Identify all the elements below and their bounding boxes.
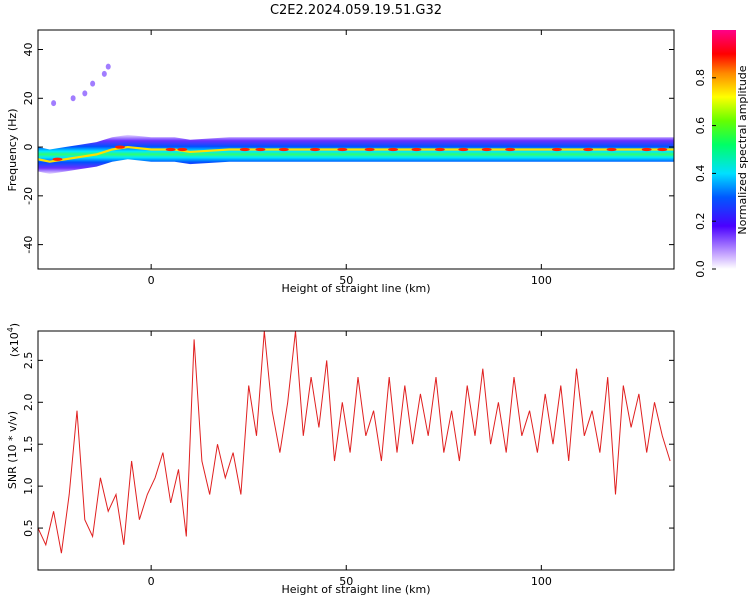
snr-x-axis-label: Height of straight line (km) [281,583,430,596]
ridge-hotspot [505,147,516,152]
ridge-hotspot [583,147,594,152]
ridge-hotspot [481,147,492,152]
ridge-hotspot [239,147,250,152]
colorbar-ticks: 0.0 0.2 0.4 0.6 0.8 [694,69,716,278]
heatmap-x-ticks: 0 50 100 [148,30,552,287]
snr-x-tick-label: 0 [148,575,155,588]
heatmap-x-tick-label: 0 [148,274,155,287]
colorbar: 0.0 0.2 0.4 0.6 0.8 Normalized spectral ampl… [694,30,749,278]
heatmap-panel: 0 50 100 -40 -20 0 20 40 Height of straight li… [6,29,675,295]
colorbar-gradient [712,30,736,269]
colorbar-tick-label: 0.4 [694,165,707,183]
faint-point [105,63,111,70]
heatmap-x-axis-label: Height of straight line (km) [281,282,430,295]
ridge-hotspot [114,145,125,149]
faint-point [51,100,57,107]
colorbar-tick-label: 0.2 [694,212,707,230]
snr-multiplier: (x104) [6,323,21,357]
heatmap-plot-area [37,63,674,174]
snr-y-tick-label: 2.5 [22,352,35,370]
ridge-hotspot [177,147,188,152]
heatmap-x-tick-label: 100 [531,274,552,287]
ridge-hotspot [434,147,445,152]
ridge-hotspot [337,147,348,152]
colorbar-tick-label: 0.6 [694,117,707,135]
snr-x-tick-label: 100 [531,575,552,588]
ridge-hotspot [641,147,652,152]
ridge-hotspot [411,147,422,152]
heatmap-y-tick-label: -40 [22,236,35,254]
heatmap-y-tick-label: 0 [22,144,35,151]
ridge-hotspot [165,147,176,152]
snr-frame [37,330,675,571]
heatmap-y-ticks: -40 -20 0 20 40 [22,43,674,254]
snr-y-ticks: 0.5 1.0 1.5 2.0 2.5 [22,352,674,537]
faint-point [90,80,96,87]
faint-point [101,70,107,77]
snr-panel: 0 50 100 0.5 1.0 1.5 2.0 2.5 Height of straigh… [6,323,675,596]
snr-plot-area [37,330,671,554]
heatmap-y-tick-label: -20 [22,187,35,205]
ridge-hotspot [388,147,399,152]
colorbar-tick-label: 0.0 [694,260,707,278]
heatmap-y-tick-label: 20 [22,91,35,105]
ridge-hotspot [458,147,469,152]
ridge-hotspot [657,147,668,152]
heatmap-x-tick-label: 50 [339,274,353,287]
snr-x-tick-label: 50 [339,575,353,588]
ridge-hotspot [364,147,375,152]
snr-y-tick-label: 1.0 [22,477,35,495]
ridge-hotspot [255,147,266,152]
snr-y-tick-label: 1.5 [22,435,35,453]
snr-y-tick-label: 0.5 [22,519,35,537]
heatmap-frame [37,29,675,270]
figure-title: C2E2.2024.059.19.51.G32 [270,3,442,18]
faint-point [70,95,76,102]
colorbar-label: Normalized spectral amplitude [736,65,749,234]
ridge-hotspot [551,147,562,152]
snr-x-ticks: 0 50 100 [148,331,552,588]
ridge-hotspot [310,147,321,152]
heatmap-y-tick-label: 40 [22,43,35,57]
colorbar-tick-label: 0.8 [694,69,707,87]
snr-y-axis-label: SNR (10 * v/v) [6,411,19,489]
snr-series-line [37,330,671,554]
ridge-band [38,134,674,174]
heatmap-y-axis-label: Frequency (Hz) [6,109,19,192]
faint-point [82,90,88,97]
ridge-hotspot [278,147,289,152]
snr-y-tick-label: 2.0 [22,394,35,412]
ridge-hotspot [52,157,63,161]
ridge-hotspot [606,147,617,152]
